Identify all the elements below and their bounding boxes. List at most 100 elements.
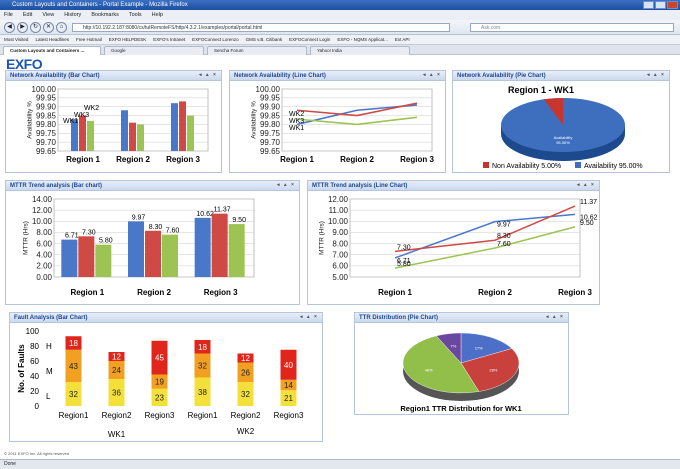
bookmark-item[interactable]: EXFOConnect Lorenzo [192, 37, 239, 42]
y-tick-label: 99.95 [36, 94, 57, 103]
series-line [296, 116, 418, 126]
portlet-header[interactable]: TTR Distribution (Pie Chart) ◂ ▴ × [355, 313, 568, 323]
portlet-header[interactable]: Network Availability (Line Chart) ◂ ▴ × [230, 71, 445, 81]
stacked-bar-segment [280, 349, 297, 380]
y-tick-label: 11.00 [329, 206, 349, 215]
bookmark-item[interactable]: EXFOConnect Login [289, 37, 331, 42]
close-icon[interactable]: × [661, 72, 664, 78]
menu-view[interactable]: View [42, 12, 55, 18]
collapse-icon[interactable]: ◂ [546, 314, 549, 320]
portlet-header[interactable]: MTTR Trend analysis (Line Chart) ◂ ▴ × [308, 181, 599, 191]
x-tick-label: Region 1 [70, 288, 104, 297]
menu-help[interactable]: Help [151, 12, 163, 18]
menu-tools[interactable]: Tools [128, 12, 142, 18]
stacked-bar-segment [194, 353, 211, 378]
legend-label: Availability 95.00% [584, 163, 643, 170]
home-icon[interactable]: ⌂ [56, 22, 67, 33]
bar [137, 124, 144, 151]
data-label: 19 [155, 378, 164, 387]
menu-history[interactable]: History [64, 12, 82, 18]
refresh-icon[interactable]: ▴ [654, 72, 657, 78]
bookmark-item[interactable]: GMS v.B. Citibank [245, 37, 283, 42]
pie-slice [435, 332, 462, 364]
menu-edit[interactable]: Edit [22, 12, 33, 18]
stacked-bar-segment [151, 374, 168, 389]
series-line [394, 226, 576, 269]
menu-bookmarks[interactable]: Bookmarks [91, 12, 119, 18]
x-tick-label: Region 2 [137, 288, 171, 297]
tab-google[interactable]: Google [104, 46, 204, 55]
slice-label: 28% [489, 368, 497, 373]
y-tick-label: 80 [30, 342, 39, 351]
chart-title: Region 1 - WK1 [508, 85, 574, 95]
tab-yahoo-india[interactable]: Yahoo! India [310, 46, 410, 55]
collapse-icon[interactable]: ◂ [277, 182, 280, 188]
bookmark-item[interactable]: Free Hotmail [75, 37, 102, 42]
x-tick-label: Region 3 [166, 155, 200, 164]
bookmark-item[interactable]: Ext API [394, 37, 410, 42]
portlet-header[interactable]: Network Availability (Pie Chart) ◂ ▴ × [453, 71, 669, 81]
refresh-icon[interactable]: ▴ [307, 314, 310, 320]
refresh-icon[interactable]: ▴ [584, 182, 587, 188]
refresh-icon[interactable]: ▴ [284, 182, 287, 188]
slice-label: 48% [425, 368, 433, 373]
stacked-bar-segment [65, 336, 82, 350]
refresh-icon[interactable]: ▴ [430, 72, 433, 78]
address-bar[interactable]: http://10.192.2.187:8080/cs/tutRemoteFS/… [72, 23, 450, 32]
portlet-header[interactable]: Network Availability (Bar Chart) ◂ ▴ × [6, 71, 221, 81]
tab-custom-layouts[interactable]: Custom Layouts and Containers ... [3, 46, 101, 55]
y-axis-label: No. of Faults [17, 344, 26, 393]
tab-sencha-forum[interactable]: Sencha Forum [207, 46, 307, 55]
close-icon[interactable]: × [291, 182, 294, 188]
portlet-mttr-line: MTTR Trend analysis (Line Chart) ◂ ▴ × 12.… [307, 180, 600, 305]
y-axis-label: MTTR (Hrs) [319, 221, 326, 255]
collapse-icon[interactable]: ◂ [199, 72, 202, 78]
bar [61, 239, 78, 277]
minimize-button[interactable] [643, 1, 654, 9]
refresh-icon[interactable]: ▴ [553, 314, 556, 320]
y-tick-label: 4.00 [36, 251, 52, 260]
close-icon[interactable]: × [560, 314, 563, 320]
search-input[interactable]: Ask.com [470, 23, 674, 32]
group-label: WK1 [108, 430, 126, 439]
collapse-icon[interactable]: ◂ [423, 72, 426, 78]
maximize-button[interactable] [655, 1, 666, 9]
mttr-line-chart: 12.00 11.00 10.00 9.00 8.00 7.00 6.00 5.00 MTTR … [319, 195, 598, 297]
data-label: 12 [241, 354, 250, 363]
bookmark-item[interactable]: Most Visited [4, 37, 29, 42]
bookmark-item[interactable]: EXFO's Intranet [153, 37, 186, 42]
forward-arrow-icon[interactable]: ▶ [17, 22, 28, 33]
back-arrow-icon[interactable]: ◀ [4, 22, 15, 33]
y-tick-label: 0 [35, 402, 40, 411]
y-tick-label: 10.00 [328, 217, 349, 226]
y-tick-label: 99.65 [260, 147, 281, 156]
y-tick-label: 100.00 [256, 85, 281, 94]
data-label: 10.62 [580, 214, 598, 221]
close-icon[interactable]: × [213, 72, 216, 78]
x-tick-label: Region2 [102, 411, 132, 420]
bookmark-item[interactable]: EXFO HELPDESK [108, 37, 147, 42]
level-label: H [46, 342, 52, 351]
bookmark-item[interactable]: EXFO - NQMS Applicat... [337, 37, 388, 42]
menu-file[interactable]: File [4, 12, 13, 18]
pie-slice [460, 332, 513, 364]
stop-icon[interactable]: ✕ [43, 22, 54, 33]
reload-icon[interactable]: ↻ [30, 22, 41, 33]
close-icon[interactable]: × [591, 182, 594, 188]
close-icon[interactable]: × [437, 72, 440, 78]
portlet-header[interactable]: Fault Analysis (Bar Chart) ◂ ▴ × [10, 313, 322, 323]
collapse-icon[interactable]: ◂ [300, 314, 303, 320]
status-bar: Done [0, 459, 680, 469]
data-label: 9.97 [497, 222, 511, 229]
data-label: 36 [112, 389, 121, 398]
close-icon[interactable]: × [314, 314, 317, 320]
bookmark-item[interactable]: Latest Headlines [35, 37, 69, 42]
refresh-icon[interactable]: ▴ [206, 72, 209, 78]
portlet-header[interactable]: MTTR Trend analysis (Bar chart) ◂ ▴ × [6, 181, 299, 191]
collapse-icon[interactable]: ◂ [647, 72, 650, 78]
collapse-icon[interactable]: ◂ [577, 182, 580, 188]
close-window-button[interactable] [667, 1, 678, 9]
series-line [394, 205, 576, 253]
data-label: 32 [69, 390, 78, 399]
y-tick-label: 60 [30, 357, 39, 366]
